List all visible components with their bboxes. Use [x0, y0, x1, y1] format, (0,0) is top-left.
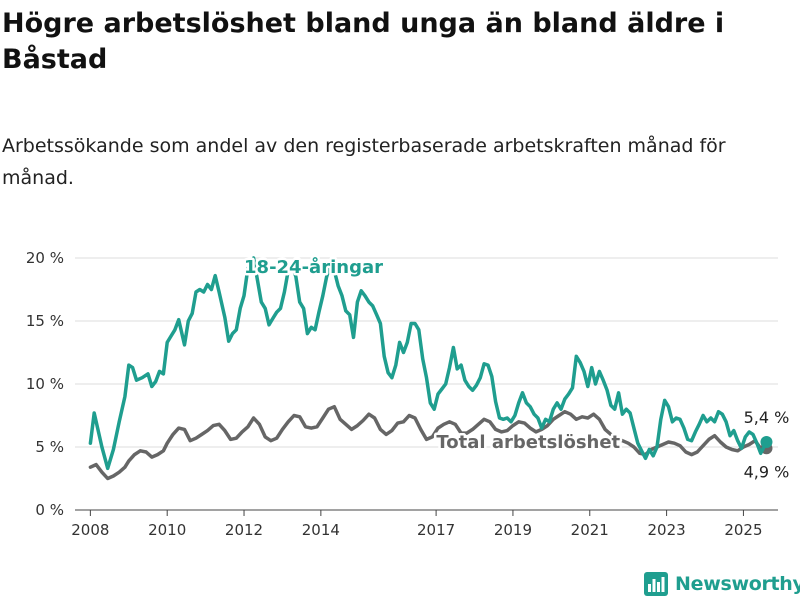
x-tick-label: 2012	[225, 521, 263, 539]
series-name-label: 18-24-åringar	[244, 256, 383, 278]
x-tick-label: 2023	[648, 521, 686, 539]
x-tick-label: 2017	[417, 521, 455, 539]
y-tick-label: 15 %	[26, 312, 64, 330]
y-tick-label: 10 %	[26, 375, 64, 393]
y-tick-label: 20 %	[26, 249, 64, 267]
series-labels: 18-24-åringar Total arbetslöshet 5,4 % 4,9 …	[242, 253, 792, 483]
x-tick-label: 2025	[724, 521, 762, 539]
chart-subtitle: Arbetssökande som andel av den registerb…	[2, 135, 726, 189]
newsworthy-logo: Newsworthy	[644, 570, 800, 598]
series-lines	[88, 256, 773, 481]
chart-title: Högre arbetslöshet bland unga än bland ä…	[2, 8, 725, 75]
series-name-label: Total arbetslöshet	[436, 432, 620, 453]
x-tick-label: 2008	[71, 521, 109, 539]
x-tick-label: 2019	[494, 521, 532, 539]
line-chart: 0 % 5 % 10 % 15 % 20 % 2008 2010 2012 2014 2017 20…	[26, 249, 792, 539]
x-tick-label: 2021	[571, 521, 609, 539]
y-tick-label: 5 %	[35, 438, 64, 456]
series-line	[88, 256, 769, 471]
x-tick-label: 2014	[302, 521, 340, 539]
end-value-label: 5,4 %	[744, 408, 790, 427]
brand-name: Newsworthy	[675, 573, 800, 595]
end-value-label: 4,9 %	[744, 462, 790, 481]
y-tick-label: 0 %	[35, 501, 64, 519]
bar-chart-icon	[644, 572, 668, 596]
x-tick-label: 2010	[148, 521, 186, 539]
axes: 0 % 5 % 10 % 15 % 20 % 2008 2010 2012 2014 2017 20…	[26, 249, 763, 539]
end-point-marker	[760, 435, 773, 448]
series-line	[88, 404, 769, 481]
